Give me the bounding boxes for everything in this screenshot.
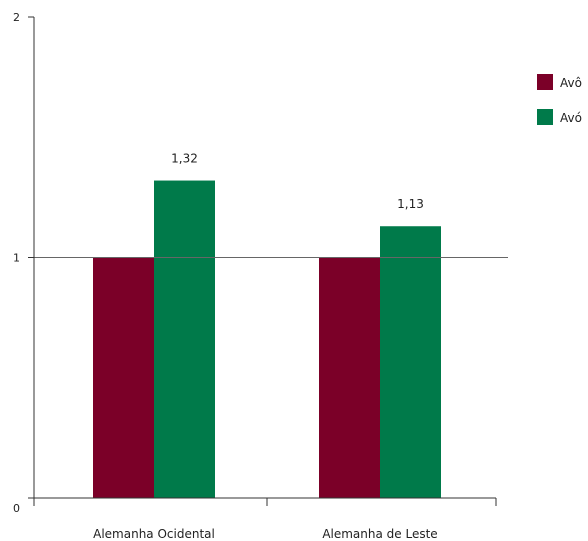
y-tick-label: 2 [13, 11, 20, 24]
bar-avo-f-leste [380, 226, 441, 499]
plot-area: 1,32 1,13 0 1 2 Alemanha Ocidental Alemanha de… [13, 11, 508, 541]
y-tick-label: 1 [13, 252, 20, 265]
legend: Avô Avó [537, 74, 582, 125]
data-label: 1,32 [171, 152, 198, 166]
x-tick-label: Alemanha Ocidental [93, 527, 215, 541]
data-label: 1,13 [397, 197, 424, 211]
legend-swatch [537, 109, 553, 125]
bar-avo-m-ocidental [93, 257, 154, 498]
legend-label: Avó [560, 111, 582, 125]
x-tick-label: Alemanha de Leste [322, 527, 437, 541]
bar-avo-m-leste [319, 257, 380, 498]
y-tick-label: 0 [13, 502, 20, 515]
legend-swatch [537, 74, 553, 90]
bar-avo-f-ocidental [154, 180, 215, 499]
legend-label: Avô [560, 76, 582, 90]
